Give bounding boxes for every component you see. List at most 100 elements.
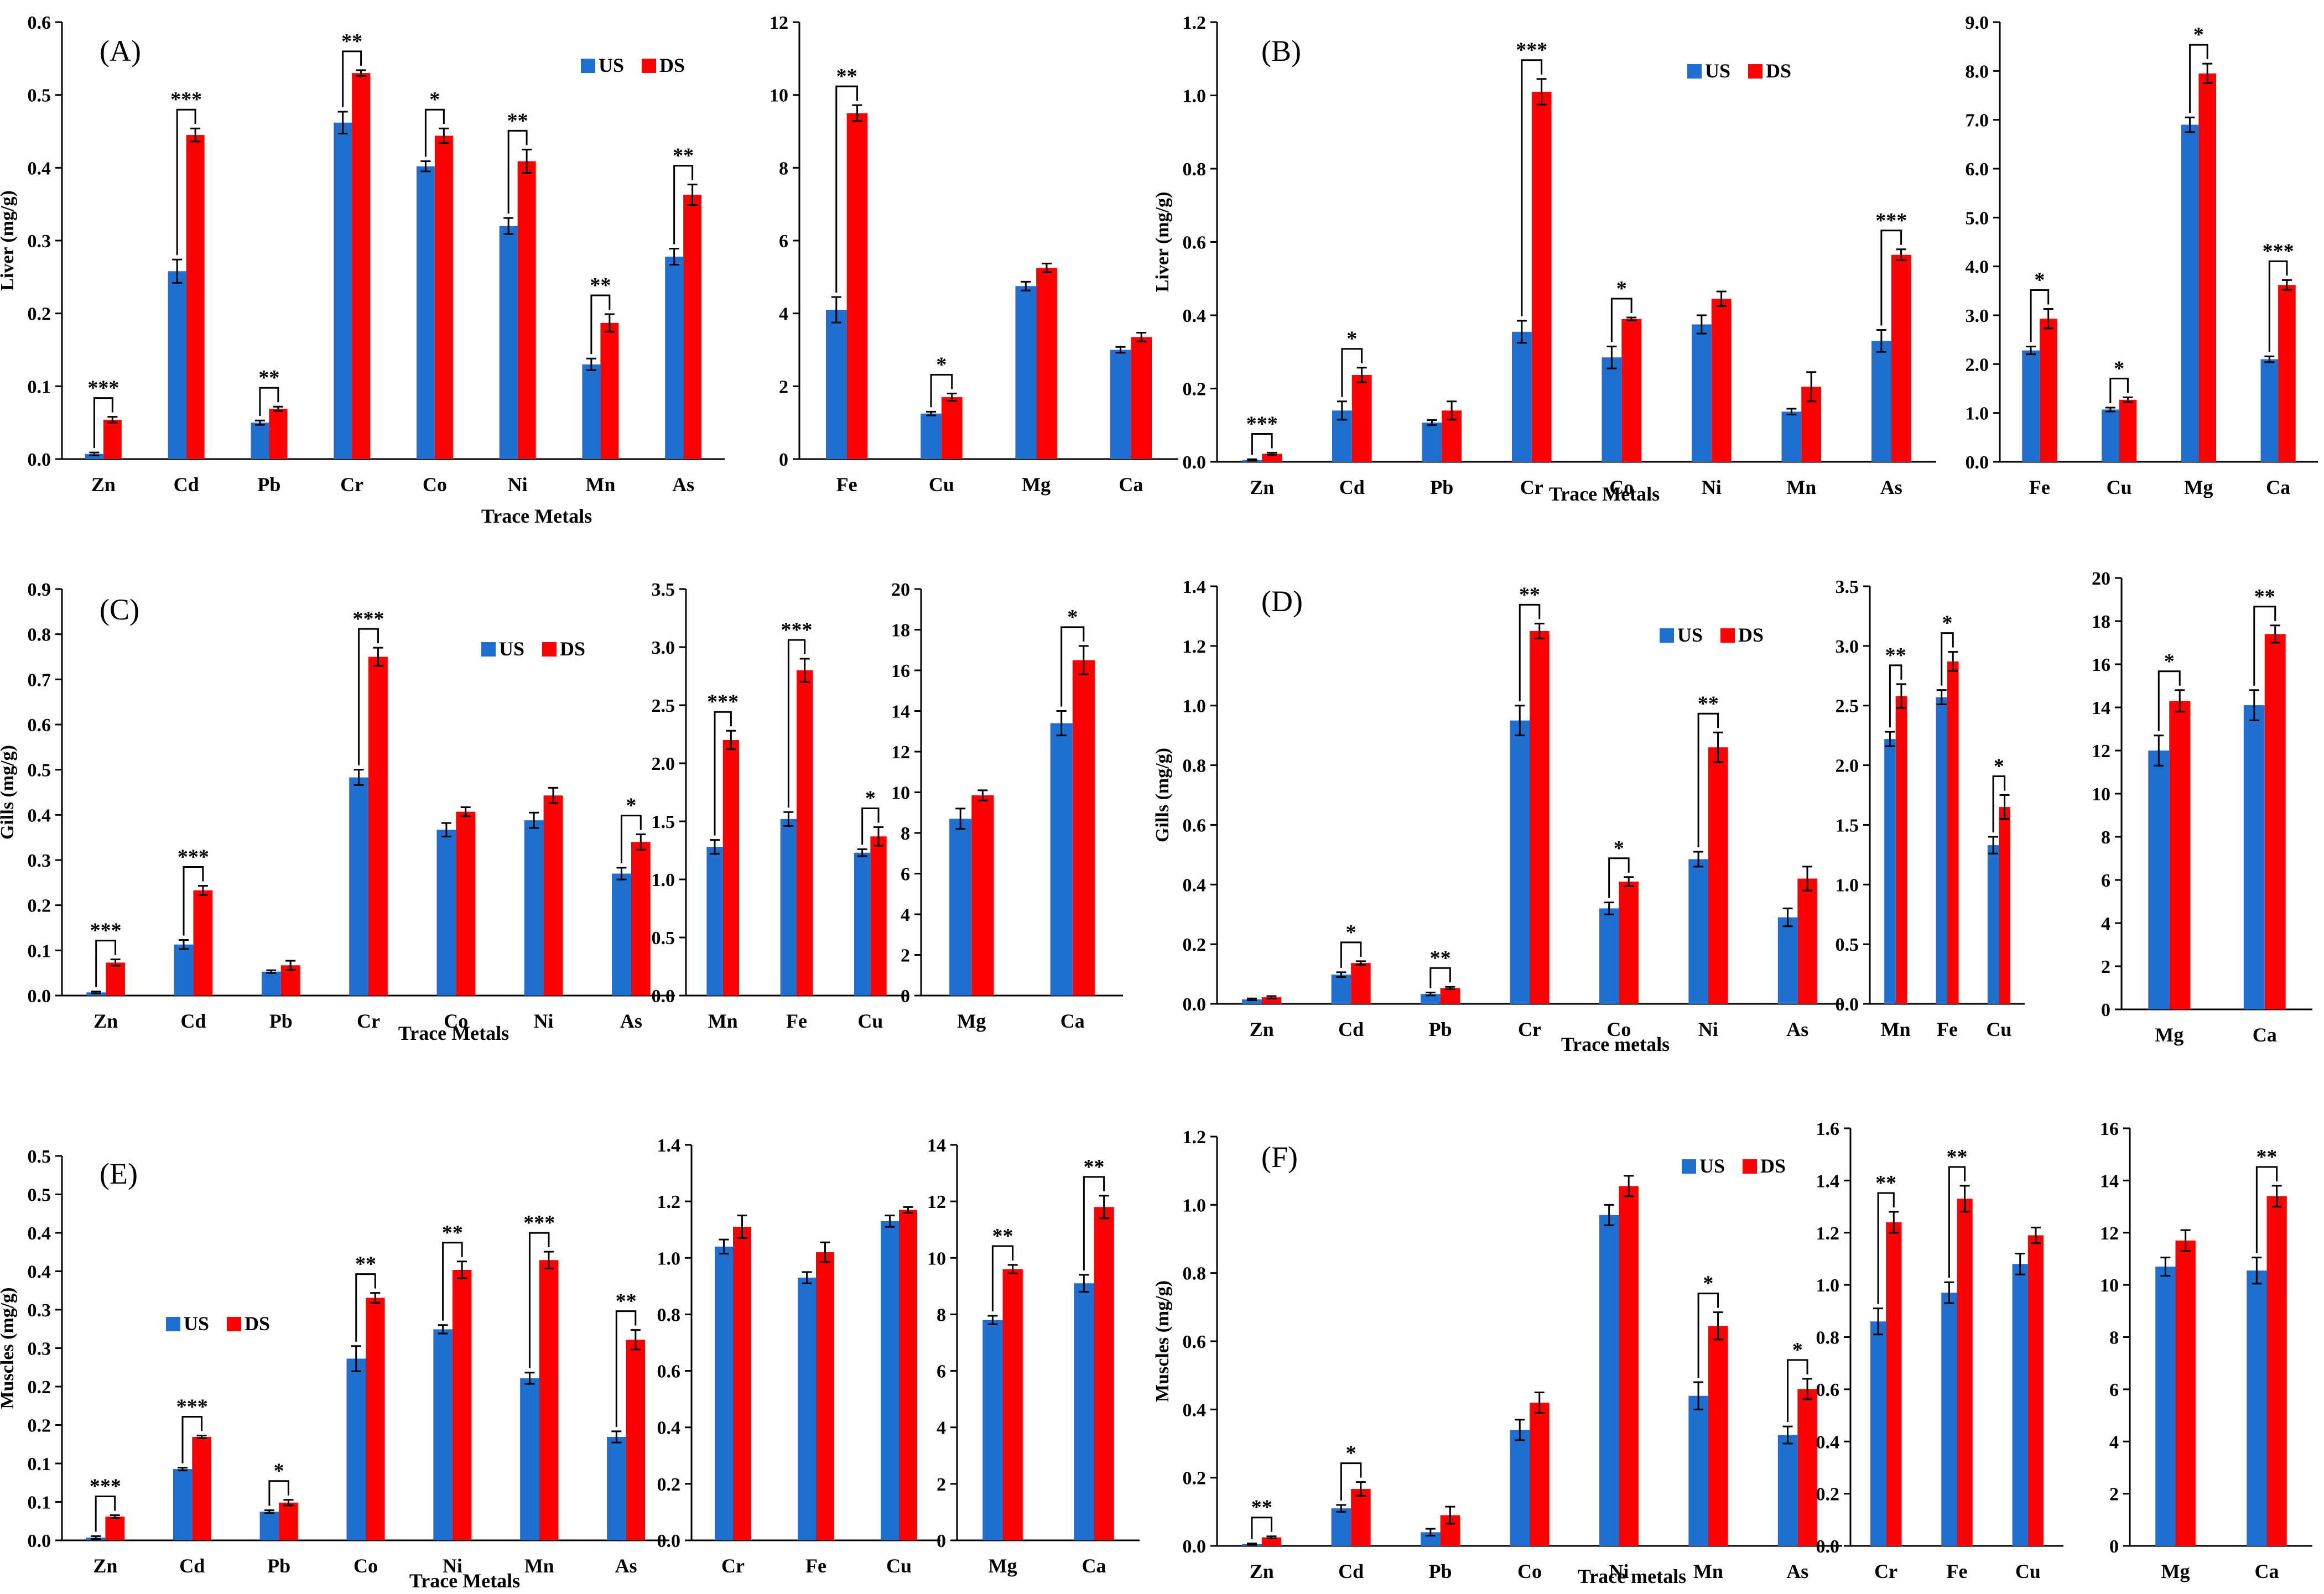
significance-bracket: [1083, 1176, 1105, 1270]
category-label: Ca: [1119, 473, 1143, 496]
category-label: Cr: [1874, 1560, 1897, 1582]
legend-swatch-ds: [1748, 64, 1763, 79]
significance-label: ***: [781, 618, 813, 642]
bar-us-pb: [1422, 423, 1442, 462]
significance-label: **: [442, 1221, 463, 1244]
chart-1: 0.00.10.20.30.40.50.6Zn***Cd***Pb**Cr**C…: [0, 13, 725, 527]
bar-ds-co: [1621, 319, 1641, 462]
significance-label: *: [1616, 277, 1627, 300]
legend-label: US: [1677, 624, 1703, 646]
bar-us-co: [1599, 908, 1619, 1004]
y-tick-label: 2: [779, 377, 788, 397]
bar-ds-as: [1797, 878, 1817, 1004]
y-tick-label: 0.0: [1966, 452, 1989, 473]
significance-label: *: [1614, 837, 1624, 860]
bar-us-fe: [1941, 1293, 1957, 1546]
y-tick-label: 0.4: [28, 1223, 51, 1244]
y-tick-label: 0.0: [652, 986, 675, 1007]
y-tick-label: 0.3: [28, 1300, 51, 1321]
category-label: Mn: [1693, 1560, 1723, 1582]
chart-2: 0 2 4 6 8 10 12 Fe ** Cu * Mg Ca: [770, 13, 1178, 496]
y-tick-label: 2: [937, 1475, 946, 1495]
panel-label: (B): [1261, 34, 1301, 67]
significance-label: **: [616, 1290, 637, 1313]
significance-bracket: [95, 940, 117, 987]
chart-9: 0.0 0.5 1.0 1.5 2.0 2.5 3.0 3.5 Mn ** Fe * Cu *: [1836, 577, 2025, 1040]
category-label: Pb: [269, 1010, 293, 1032]
category-label: Cr: [1518, 1018, 1541, 1040]
bar-us-mn: [1884, 739, 1896, 1004]
significance-label: ***: [353, 607, 384, 631]
y-tick-label: 0.1: [28, 1454, 51, 1475]
bar-us-mn: [1688, 1395, 1708, 1546]
x-axis-label: Trace Metals: [481, 505, 592, 527]
bar-ds-pb: [1440, 988, 1460, 1004]
y-axis-label: Muscles (mg/g): [1152, 1280, 1173, 1402]
y-tick-label: 0.3: [28, 851, 51, 871]
category-label: As: [1786, 1018, 1808, 1040]
legend-swatch-us: [1682, 1159, 1696, 1174]
x-axis-label: Trace Metals: [398, 1022, 509, 1044]
bar-ds-ca: [1094, 1207, 1114, 1540]
bar-ds-cu: [941, 397, 963, 459]
category-label: Co: [353, 1555, 378, 1577]
bar-ds-cr: [733, 1227, 751, 1540]
y-tick-label: 1.0: [1966, 404, 1989, 424]
bar-us-ca: [2260, 359, 2279, 462]
significance-bracket: [2189, 44, 2208, 113]
y-tick-label: 0: [901, 986, 910, 1007]
bar-us-ni: [524, 820, 544, 996]
legend-swatch-us: [1687, 64, 1702, 79]
y-tick-label: 8: [2109, 1328, 2119, 1348]
significance-label: ***: [707, 690, 739, 713]
y-tick-label: 4: [937, 1418, 946, 1439]
bar-us-cr: [349, 777, 368, 996]
y-tick-label: 0.4: [657, 1418, 681, 1439]
significance-bracket: [93, 397, 113, 449]
y-tick-label: 10: [891, 783, 910, 804]
significance-label: *: [1942, 612, 1953, 635]
legend-label: DS: [659, 54, 685, 76]
bar-ds-cr: [368, 657, 388, 996]
bar-us-co: [416, 166, 435, 459]
y-tick-label: 1.0: [1183, 86, 1207, 107]
y-tick-label: 10: [2100, 1275, 2119, 1296]
y-tick-label: 16: [891, 661, 910, 681]
bar-ds-fe: [797, 670, 813, 996]
significance-bracket: [183, 866, 204, 936]
category-label: Fe: [786, 1010, 807, 1032]
bar-us-cr: [1510, 720, 1530, 1004]
category-label: Cu: [2015, 1560, 2041, 1582]
significance-bracket: [1340, 941, 1362, 968]
bar-ds-mg: [2175, 1240, 2196, 1546]
bar-ds-mg: [2169, 701, 2191, 1009]
legend-swatch-us: [481, 642, 496, 657]
significance-label: *: [1067, 606, 1078, 629]
category-label: Fe: [836, 473, 857, 496]
significance-label: ***: [170, 88, 202, 111]
y-tick-label: 0.3: [28, 231, 51, 252]
y-tick-label: 0.5: [28, 86, 51, 106]
significance-label: **: [355, 1253, 376, 1276]
panel-label: (A): [100, 34, 141, 67]
significance-bracket: [1519, 603, 1541, 701]
y-tick-label: 0.6: [1183, 815, 1207, 836]
y-tick-label: 3.0: [652, 638, 675, 658]
bar-ds-zn: [105, 1517, 124, 1540]
y-tick-label: 1.0: [652, 870, 675, 890]
y-tick-label: 6: [779, 231, 788, 252]
y-tick-label: 3.5: [652, 580, 675, 600]
category-label: Fe: [1937, 1018, 1958, 1040]
chart-3: 0.0 0.2 0.4 0.6 0.8 1.0 1.2 Zn *** Cd * Pb Cr *** Co * N…: [1152, 13, 1936, 505]
y-tick-label: 4: [2109, 1432, 2119, 1452]
bar-us-pb: [259, 1512, 279, 1540]
category-label: Fe: [805, 1555, 826, 1577]
bar-ds-cu: [870, 836, 887, 996]
y-tick-label: 12: [2100, 1223, 2119, 1244]
y-axis-label: Muscles (mg/g): [0, 1287, 18, 1409]
bar-ds-fe: [816, 1252, 834, 1540]
y-tick-label: 0.5: [1836, 935, 1859, 955]
y-tick-label: 2.0: [1836, 756, 1859, 777]
significance-bracket: [673, 165, 694, 244]
